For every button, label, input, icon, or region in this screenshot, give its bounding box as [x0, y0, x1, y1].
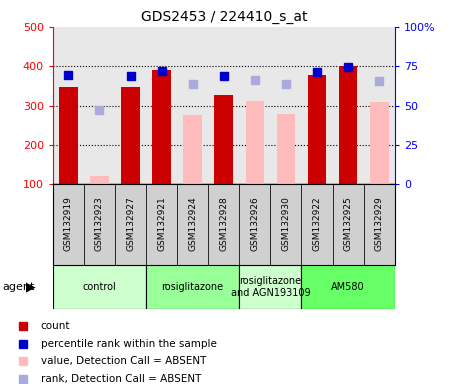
Text: GSM132924: GSM132924 — [188, 197, 197, 251]
Text: GSM132919: GSM132919 — [64, 197, 73, 251]
Text: GSM132926: GSM132926 — [250, 197, 259, 251]
Bar — [339, 66, 358, 184]
Bar — [364, 184, 395, 265]
Bar — [208, 184, 239, 265]
Text: GSM132928: GSM132928 — [219, 197, 228, 251]
Bar — [115, 184, 146, 265]
Text: control: control — [83, 282, 116, 292]
Text: value, Detection Call = ABSENT: value, Detection Call = ABSENT — [41, 356, 206, 366]
Text: rosiglitazone: rosiglitazone — [162, 282, 224, 292]
FancyBboxPatch shape — [53, 265, 146, 309]
Text: GSM132929: GSM132929 — [375, 197, 384, 251]
FancyBboxPatch shape — [239, 265, 302, 309]
Text: AM580: AM580 — [331, 282, 365, 292]
Bar — [177, 184, 208, 265]
Bar — [121, 87, 140, 184]
Text: rosiglitazone
and AGN193109: rosiglitazone and AGN193109 — [230, 276, 310, 298]
Bar — [59, 87, 78, 184]
Bar — [239, 184, 270, 265]
Bar — [146, 184, 177, 265]
Bar — [333, 184, 364, 265]
Text: GSM132925: GSM132925 — [344, 197, 353, 251]
Bar — [370, 103, 388, 184]
Title: GDS2453 / 224410_s_at: GDS2453 / 224410_s_at — [140, 10, 307, 25]
Text: GSM132930: GSM132930 — [281, 197, 291, 251]
Text: GSM132922: GSM132922 — [313, 197, 321, 251]
Text: count: count — [41, 321, 70, 331]
Text: ▶: ▶ — [27, 281, 36, 293]
Text: GSM132923: GSM132923 — [95, 197, 104, 251]
Text: agent: agent — [2, 282, 35, 292]
Bar — [152, 70, 171, 184]
Text: percentile rank within the sample: percentile rank within the sample — [41, 339, 217, 349]
Bar — [270, 184, 302, 265]
Bar — [53, 184, 84, 265]
Bar — [183, 116, 202, 184]
Bar — [302, 184, 333, 265]
Bar — [277, 114, 295, 184]
Text: rank, Detection Call = ABSENT: rank, Detection Call = ABSENT — [41, 374, 201, 384]
Bar — [214, 94, 233, 184]
Bar — [246, 101, 264, 184]
Bar — [84, 184, 115, 265]
Bar — [90, 177, 109, 184]
Text: GSM132921: GSM132921 — [157, 197, 166, 251]
FancyBboxPatch shape — [302, 265, 395, 309]
Bar — [308, 75, 326, 184]
Text: GSM132927: GSM132927 — [126, 197, 135, 251]
FancyBboxPatch shape — [146, 265, 239, 309]
